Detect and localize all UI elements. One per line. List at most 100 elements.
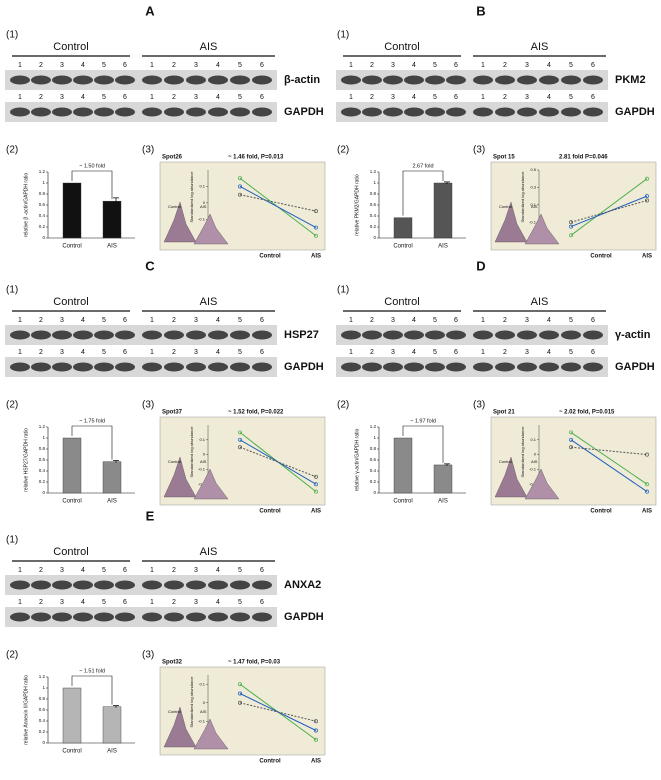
y-tick-label: 1 [373, 435, 376, 440]
band [404, 107, 424, 117]
band [341, 362, 361, 372]
band [425, 362, 445, 372]
y-tick-label: 0 [42, 235, 45, 240]
y-tick-label: 0.8 [370, 446, 377, 451]
panel: B (1) Control AIS 1 2 3 4 5 6 1 2 3 4 5 6 PKM2 1 2 3 4 5 6 1 2 3 4… [336, 3, 657, 260]
band [473, 362, 493, 372]
x-tick-label: Control [62, 749, 81, 755]
lane-number: 1 [150, 349, 154, 356]
band [252, 75, 272, 85]
lane-number: 1 [18, 349, 22, 356]
series-line [570, 446, 648, 456]
band [362, 362, 382, 372]
sub-label: (2) [6, 400, 18, 411]
lane-number: 1 [150, 599, 154, 606]
y-axis-label: Standardized log abundance [189, 171, 194, 223]
lane-number: 3 [60, 349, 64, 356]
y-tick-label: 0.6 [39, 202, 46, 207]
lane-number: 2 [172, 599, 176, 606]
point [314, 209, 318, 214]
protein-label: ANXA2 [284, 579, 321, 591]
lane-number: 6 [591, 317, 595, 324]
point [569, 430, 573, 435]
inset-peak [163, 201, 197, 243]
y-tick-label: 0.1 [530, 202, 536, 207]
band [142, 330, 162, 340]
lane-number: 5 [238, 567, 242, 574]
point [645, 194, 649, 199]
band [94, 330, 114, 340]
lane-number: 4 [81, 349, 85, 356]
fold-annotation: ~ 1.75 fold [79, 418, 105, 424]
band [230, 330, 250, 340]
band [186, 362, 206, 372]
fold-annotation: ~ 1.52 fold, P=0.022 [228, 410, 284, 416]
band [52, 580, 72, 590]
fold-annotation: ~ 1.97 fold [410, 418, 436, 424]
point [314, 719, 318, 724]
bracket [402, 425, 444, 463]
x-tick-label: AIS [311, 509, 321, 515]
lane-number: 1 [349, 317, 353, 324]
lane-number: 3 [60, 94, 64, 101]
fold-annotation: ~ 1.47 fold, P=0.03 [228, 660, 281, 666]
lane-number: 2 [172, 62, 176, 69]
band [94, 107, 114, 117]
bar [102, 706, 122, 744]
point [569, 224, 573, 229]
lane-number: 5 [569, 62, 573, 69]
protein-label: γ-actin [615, 329, 651, 341]
bracket [71, 425, 113, 460]
y-tick-label: 1 [42, 180, 45, 185]
band [10, 612, 30, 622]
x-tick-label: Control [259, 254, 281, 260]
band [94, 75, 114, 85]
spot-title: Spot 21 [493, 410, 515, 416]
x-tick-label: AIS [438, 499, 448, 505]
band [208, 75, 228, 85]
spot-title: Spot26 [162, 155, 183, 161]
lane-number: 4 [412, 317, 416, 324]
band [208, 107, 228, 117]
y-tick-label: 1 [42, 435, 45, 440]
band [94, 612, 114, 622]
lane-number: 4 [547, 317, 551, 324]
y-tick-label: 0.2 [39, 729, 46, 734]
lane-number: 1 [18, 62, 22, 69]
lane-number: 6 [260, 317, 264, 324]
lane-number: 1 [150, 317, 154, 324]
band [10, 362, 30, 372]
band [583, 107, 603, 117]
lane-number: 5 [102, 317, 106, 324]
x-tick-label: Control [259, 509, 281, 515]
band [10, 580, 30, 590]
lane-number: 5 [238, 349, 242, 356]
lane-number: 3 [391, 94, 395, 101]
band [252, 612, 272, 622]
sub-label: (2) [337, 145, 349, 156]
lane-number: 1 [150, 567, 154, 574]
y-tick-label: 0 [373, 490, 376, 495]
point [314, 233, 318, 238]
inset-label: AIS [200, 709, 207, 714]
y-tick-label: 1.2 [370, 169, 377, 174]
panel-letter: A [145, 3, 155, 18]
band [52, 362, 72, 372]
y-tick-label: 0.2 [370, 479, 377, 484]
sub-label: (1) [6, 30, 18, 41]
group-label: AIS [531, 296, 549, 308]
band [341, 75, 361, 85]
lane-number: 5 [433, 62, 437, 69]
inset-peak [163, 456, 197, 498]
band [446, 75, 466, 85]
x-tick-label: AIS [107, 499, 117, 505]
y-tick-label: 0.4 [39, 213, 46, 218]
y-tick-label: 0.4 [370, 213, 377, 218]
point [238, 430, 242, 435]
fold-annotation: 2.81 fold P=0.046 [559, 155, 608, 161]
band [517, 330, 537, 340]
band [164, 75, 184, 85]
lane-number: 3 [194, 317, 198, 324]
sub-label: (3) [142, 145, 154, 156]
spot-title: Spot 15 [493, 155, 515, 161]
